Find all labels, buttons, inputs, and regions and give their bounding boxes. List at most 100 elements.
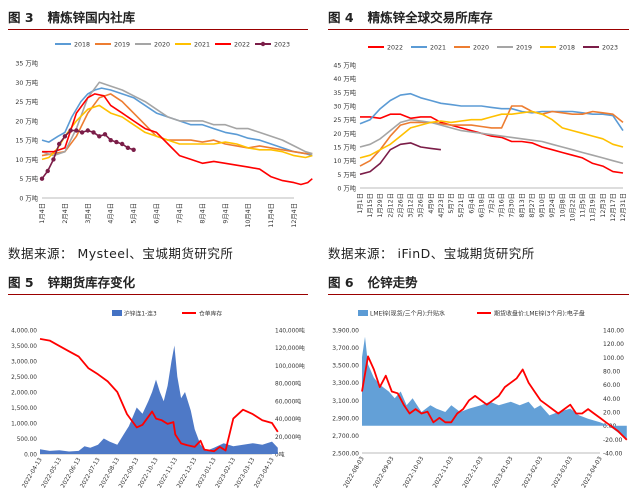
y-tick-label: 35 万吨: [15, 59, 38, 68]
y-right-tick-label: 140.00: [603, 328, 624, 335]
series-area-LME锌(现货/三个月):升贴水: [362, 336, 627, 440]
y-left-tick-label: 1,000.00: [11, 422, 37, 428]
legend-label: 2020: [473, 45, 489, 52]
title-rule: [328, 29, 629, 30]
data-point: [85, 128, 91, 133]
x-tick-label: 2023-04-13: [254, 457, 276, 489]
chart-fig6: 2,500.00 2,700.00 2,900.00 3,100.00 3,300.00…: [332, 310, 628, 489]
y-right-tick-label: -40.00: [603, 451, 623, 458]
x-tick-label: 7月30日: [508, 193, 516, 218]
legend-label: 2019: [516, 45, 532, 52]
x-tick-label: 10月22日: [568, 193, 576, 222]
y-right-tick-label: 60,000吨: [275, 397, 301, 405]
y-tick-label: 15 万吨: [333, 143, 356, 152]
y-tick-label: 0 万吨: [337, 184, 356, 193]
y-left-tick-label: 3,900.00: [332, 328, 359, 335]
y-left-tick-label: 3,700.00: [332, 345, 359, 352]
x-tick-label: 2023-02-03: [521, 455, 545, 489]
y-right-tick-label: 20,000吨: [275, 433, 301, 441]
x-tick-label: 2022-10-03: [402, 455, 426, 489]
x-tick-label: 2023-03-03: [550, 455, 574, 489]
data-point: [45, 168, 50, 174]
x-tick-label: 12月3日: [599, 193, 607, 218]
x-tick-label: 1月4日: [38, 203, 46, 224]
x-tick-label: 2023-01-13: [196, 457, 218, 489]
y-right-tick-label: 40,000吨: [275, 415, 301, 423]
figure-title-fig4: 图 4 精炼锌全球交易所库存: [328, 8, 493, 28]
legend-label: 2018: [74, 42, 90, 49]
legend-swatch: [112, 310, 122, 316]
legend-label: 期货收盘价:LME锌(3个月):电子盘: [494, 310, 585, 318]
legend-label: 2023: [274, 42, 290, 49]
y-left-tick-label: 0.00: [24, 453, 37, 459]
y-tick-label: 45 万吨: [333, 61, 356, 70]
legend-label: 2021: [430, 45, 446, 52]
x-tick-label: 4月23日: [437, 193, 445, 218]
x-tick-label: 3月26日: [417, 193, 425, 218]
y-left-tick-label: 3,500.00: [332, 363, 359, 370]
figure-number: 图 6: [328, 275, 354, 290]
y-tick-label: 30 万吨: [333, 102, 356, 111]
x-tick-label: 12月31日: [619, 193, 627, 222]
x-tick-label: 1月15日: [366, 193, 374, 218]
figure-number: 图 4: [328, 10, 354, 25]
chart-fig4: 0 万吨 5 万吨 10 万吨 15 万吨 20 万吨 25 万吨 30 万吨 35 万吨 40…: [333, 45, 627, 222]
series-line-2021: [359, 92, 624, 132]
data-point: [56, 141, 62, 147]
x-tick-label: 2022-12-03: [461, 455, 485, 489]
x-tick-label: 4月4日: [107, 203, 115, 224]
y-right-tick-label: -20.00: [603, 437, 623, 444]
x-tick-label: 2022-07-13: [80, 457, 102, 489]
y-tick-label: 10 万吨: [333, 156, 356, 165]
x-tick-label: 11月5日: [579, 193, 587, 218]
data-point: [108, 137, 113, 143]
y-left-tick-label: 2,500.00: [11, 375, 37, 381]
y-tick-label: 5 万吨: [19, 174, 38, 183]
title-rule: [8, 294, 308, 295]
x-tick-label: 5月7日: [447, 193, 455, 214]
x-tick-label: 2023-04-03: [580, 455, 604, 489]
x-tick-label: 12月4日: [290, 203, 298, 228]
x-tick-label: 2023-02-13: [215, 457, 237, 489]
source-note-fig3: 数据来源： Mysteel、宝城期货研究所: [8, 246, 234, 261]
y-left-tick-label: 1,500.00: [11, 406, 37, 412]
figure-caption: 精炼锌国内社库: [47, 10, 136, 25]
legend-label: 2023: [602, 45, 618, 52]
y-tick-label: 35 万吨: [333, 88, 356, 97]
figure-number: 图 5: [8, 275, 34, 290]
y-left-tick-label: 3,300.00: [332, 380, 359, 387]
y-right-tick-label: 20.00: [603, 410, 620, 417]
x-tick-label: 2022-04-13: [22, 457, 44, 489]
legend-label: 2022: [234, 42, 250, 49]
y-left-tick-label: 3,500.00: [11, 344, 37, 350]
x-tick-label: 2月4日: [61, 203, 69, 224]
y-tick-label: 0 万吨: [19, 194, 38, 203]
series-area-沪锌连1-连3: [40, 345, 278, 454]
y-left-tick-label: 3,100.00: [332, 398, 359, 405]
data-point: [39, 176, 45, 181]
y-left-tick-label: 2,900.00: [332, 415, 359, 422]
x-tick-label: 2022-09-13: [118, 457, 140, 489]
x-tick-label: 2022-05-13: [41, 457, 63, 489]
x-tick-label: 9月10日: [538, 193, 546, 218]
y-tick-label: 25 万吨: [15, 97, 38, 106]
x-tick-label: 7月4日: [175, 203, 183, 224]
figure-title-fig6: 图 6 伦锌走势: [328, 273, 418, 293]
data-point: [102, 132, 108, 137]
y-tick-label: 25 万吨: [333, 115, 356, 124]
title-rule: [328, 294, 629, 295]
x-tick-label: 5月4日: [130, 203, 138, 224]
legend-label: 2021: [194, 42, 210, 49]
legend-swatch: [358, 310, 368, 316]
x-tick-label: 8月27日: [528, 193, 536, 218]
y-tick-label: 20 万吨: [333, 129, 356, 138]
x-tick-label: 8月13日: [518, 193, 526, 218]
y-right-tick-label: 0.00: [603, 423, 617, 430]
data-point: [74, 128, 79, 133]
data-point: [114, 139, 119, 145]
figure-number: 图 3: [8, 10, 34, 25]
y-left-tick-label: 2,000.00: [11, 391, 37, 397]
x-tick-label: 2023-01-03: [491, 455, 515, 489]
series-line-2021: [41, 104, 313, 161]
x-tick-label: 2022-06-13: [60, 457, 82, 489]
